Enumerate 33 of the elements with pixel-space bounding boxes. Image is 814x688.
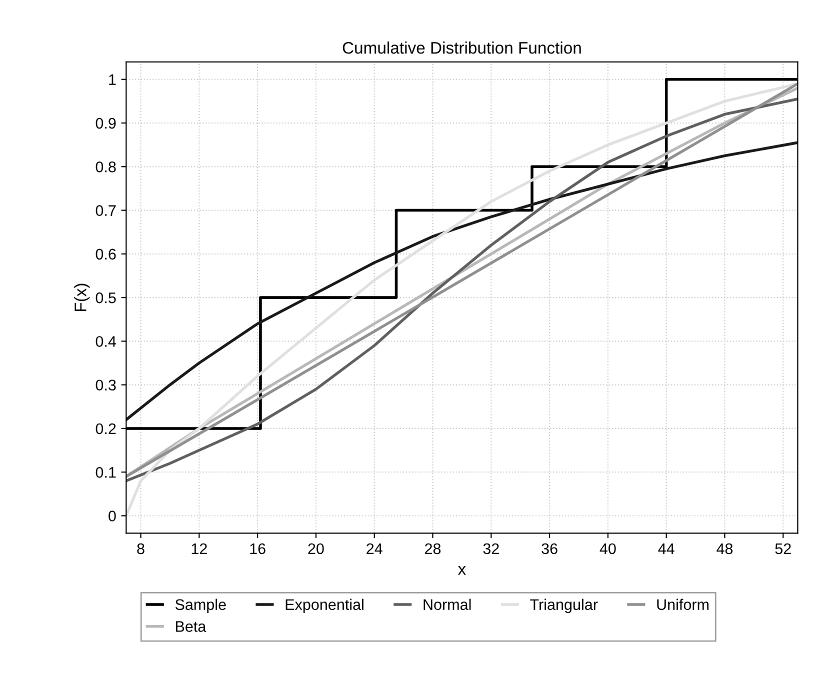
x-axis-title: x [458,566,466,575]
x-tick-label: 36 [542,543,558,554]
y-axis-title: F(x) [74,284,90,311]
y-tick-label: 0.1 [96,466,116,478]
y-tick-label: 1 [109,74,116,85]
y-tick-label: 0.2 [96,423,116,434]
legend-label: Exponential [286,598,364,614]
y-tick-label: 0.9 [96,118,116,129]
legend-label: Beta [176,621,206,632]
line-series [126,141,798,422]
y-tick-label: 0.4 [96,336,116,347]
legend-label: Triangular [530,598,598,614]
y-tick-label: 0.6 [96,248,116,260]
x-tick-label: 48 [716,543,733,554]
x-tick-label: 32 [483,543,499,554]
chart-title: Cumulative Distribution Function [342,42,581,54]
y-tick-label: 0 [108,510,116,522]
y-tick-label: 0.8 [96,162,116,172]
x-tick-label: 12 [192,543,207,554]
x-tick-label: 40 [600,543,616,554]
x-tick-label: 8 [137,543,144,554]
legend-label: Normal [424,598,471,610]
y-tick-label: 0.7 [96,205,116,216]
y-tick-label: 0.3 [96,380,116,391]
legend-label: Sample [175,598,226,614]
x-tick-label: 20 [308,543,324,554]
x-tick-label: 52 [775,543,791,554]
x-tick-label: 24 [366,543,382,554]
x-tick-label: 44 [658,543,674,554]
legend-label: Uniform [657,598,708,610]
x-tick-label: 16 [250,543,266,554]
x-tick-label: 28 [425,543,441,554]
y-tick-label: 0.5 [96,292,116,304]
